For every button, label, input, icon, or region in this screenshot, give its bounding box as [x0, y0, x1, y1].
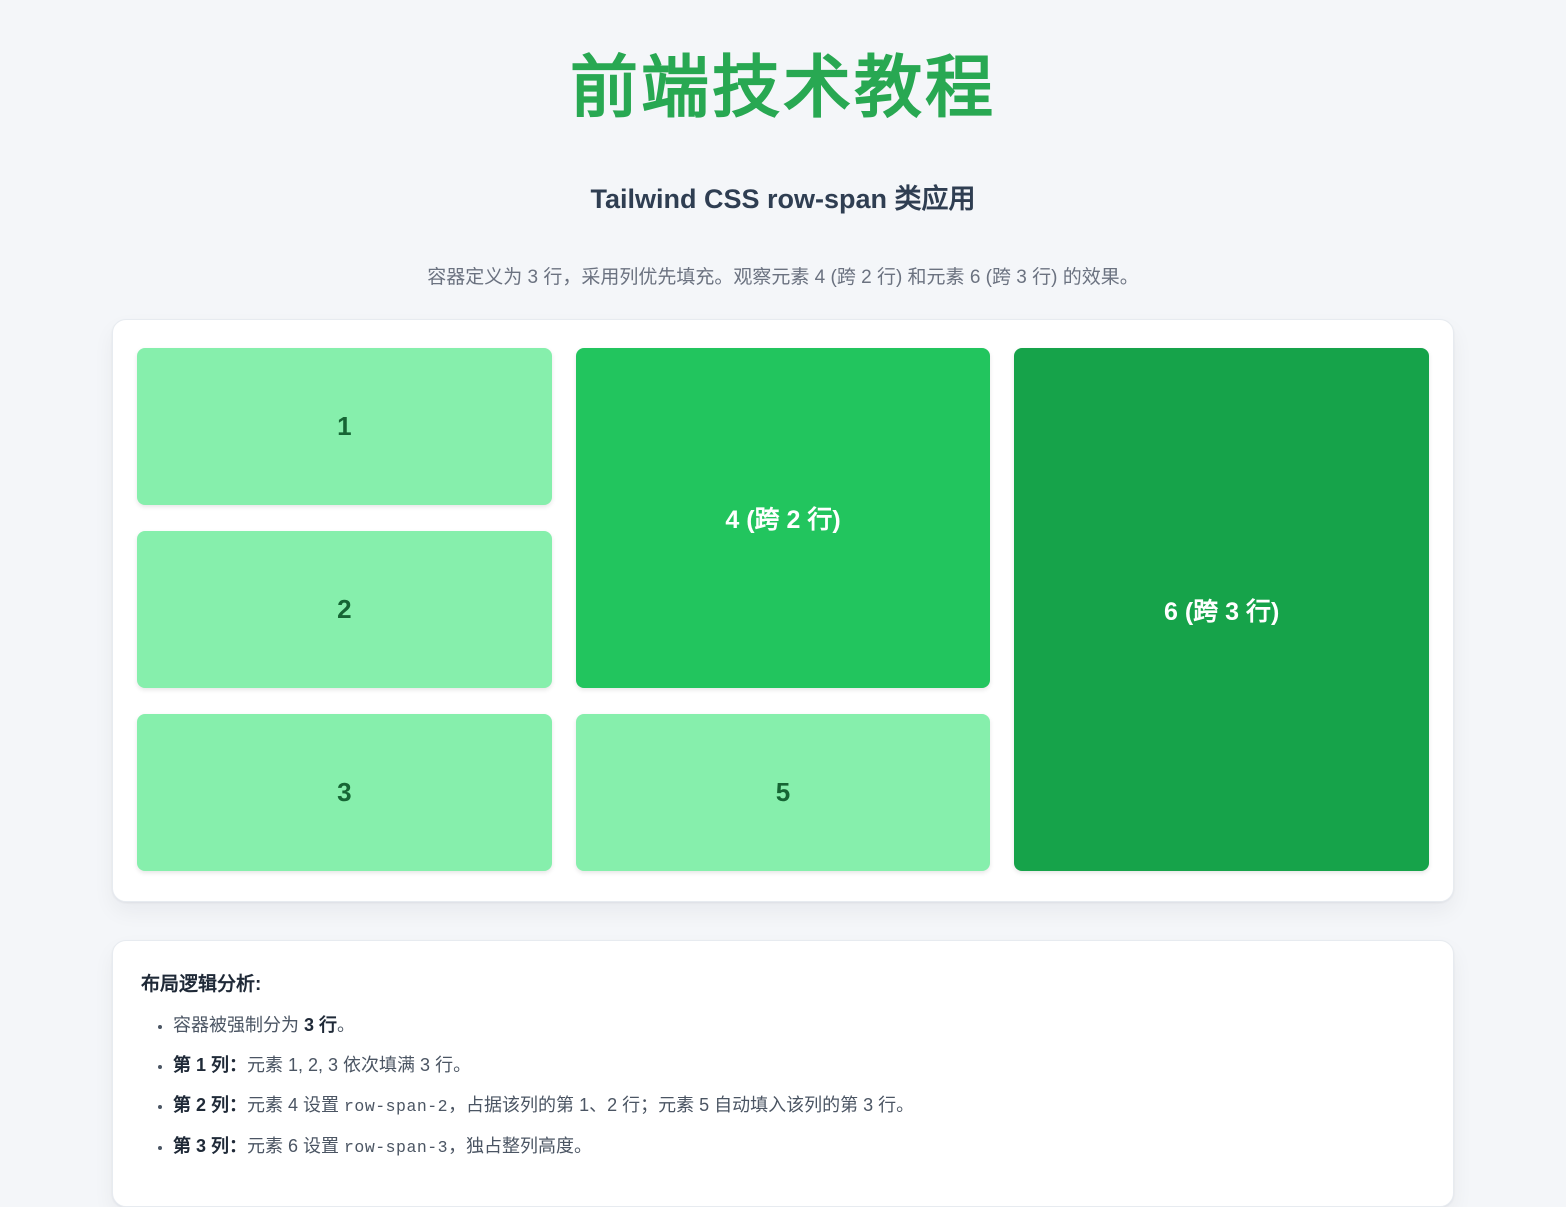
grid-cell-6-rowspan-3: 6 (跨 3 行) — [1014, 348, 1429, 871]
grid-cell-4-label: 4 (跨 2 行) — [725, 506, 841, 534]
analysis-list: 容器被强制分为 3 行。 第 1 列：元素 1, 2, 3 依次填满 3 行。 … — [141, 1012, 1425, 1161]
analysis-item-column-1-bold: 第 1 列： — [173, 1055, 248, 1075]
grid-cell-3-label: 3 — [337, 777, 352, 807]
analysis-item-column-2-pre: 元素 4 设置 — [247, 1095, 345, 1115]
row-span-demo-grid: 1 2 3 4 (跨 2 行) 5 6 (跨 3 行) — [137, 348, 1429, 871]
analysis-item-column-3-post: ，独占整列高度。 — [448, 1135, 593, 1156]
analysis-item-column-3-code: row-span-3 — [344, 1137, 449, 1157]
grid-cell-5-label: 5 — [775, 777, 791, 807]
analysis-item-rows-post: 。 — [337, 1015, 356, 1035]
page-title: 前端技术教程 — [569, 50, 996, 126]
analysis-item-column-3-pre: 元素 6 设置 — [247, 1135, 345, 1156]
grid-cell-5: 5 — [575, 714, 991, 871]
analysis-item-column-1-text: 元素 1, 2, 3 依次填满 3 行。 — [247, 1055, 472, 1075]
analysis-item-rows: 容器被强制分为 3 行。 — [173, 1012, 1425, 1039]
grid-cell-1: 1 — [137, 348, 552, 505]
analysis-item-column-2-post: ，占据该列的第 1、2 行；元素 5 自动填入该列的第 3 行。 — [448, 1095, 915, 1115]
grid-cell-1-label: 1 — [337, 411, 352, 441]
analysis-heading: 布局逻辑分析: — [141, 974, 262, 995]
grid-cell-2-label: 2 — [337, 594, 352, 624]
grid-cell-3: 3 — [137, 714, 552, 871]
analysis-item-rows-pre: 容器被强制分为 — [173, 1015, 305, 1035]
grid-cell-2: 2 — [137, 531, 552, 688]
analysis-item-column-1: 第 1 列：元素 1, 2, 3 依次填满 3 行。 — [173, 1052, 1425, 1079]
analysis-item-column-2-code: row-span-2 — [344, 1097, 449, 1116]
page-subtitle: Tailwind CSS row-span 类应用 — [590, 184, 976, 214]
analysis-item-column-3-bold: 第 3 列： — [173, 1135, 248, 1156]
grid-cell-6-label: 6 (跨 3 行) — [1164, 597, 1280, 626]
analysis-item-column-2: 第 2 列：元素 4 设置 row-span-2，占据该列的第 1、2 行；元素… — [173, 1092, 1425, 1120]
grid-cell-4-rowspan-2: 4 (跨 2 行) — [575, 348, 991, 688]
page-container: 前端技术教程 Tailwind CSS row-span 类应用 容器定义为 3… — [112, 0, 1454, 1207]
analysis-item-column-3: 第 3 列：元素 6 设置 row-span-3，独占整列高度。 — [173, 1133, 1425, 1161]
analysis-item-rows-bold: 3 行 — [304, 1015, 338, 1035]
page-description: 容器定义为 3 行，采用列优先填充。观察元素 4 (跨 2 行) 和元素 6 (… — [427, 267, 1139, 288]
analysis-item-column-2-bold: 第 2 列： — [173, 1095, 248, 1115]
grid-demo-card: 1 2 3 4 (跨 2 行) 5 6 (跨 3 行) — [112, 319, 1454, 902]
analysis-card: 布局逻辑分析: 容器被强制分为 3 行。 第 1 列：元素 1, 2, 3 依次… — [112, 940, 1454, 1207]
